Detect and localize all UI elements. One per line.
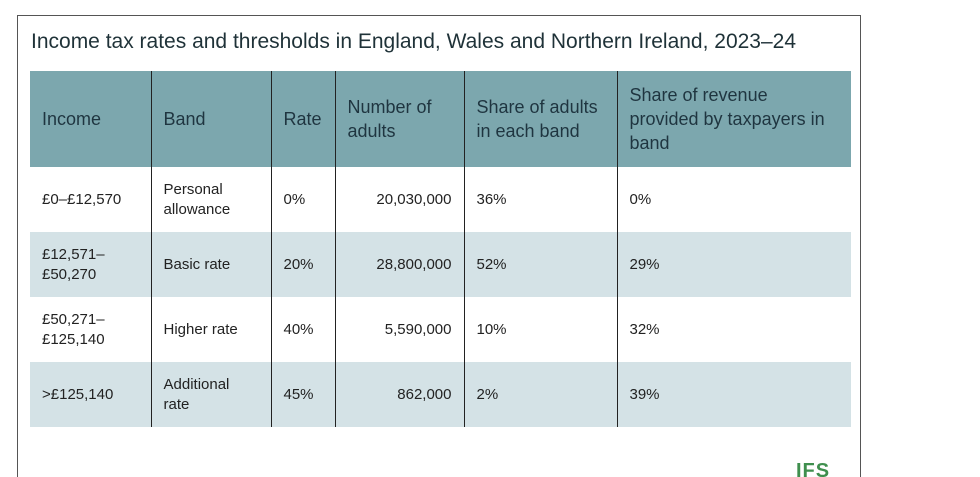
table-cell: Higher rate: [150, 297, 271, 362]
table-cell: 0%: [270, 167, 335, 232]
card: Income tax rates and thresholds in Engla…: [17, 15, 861, 477]
header-cell: Rate: [270, 71, 335, 167]
table-cell: >£125,140: [30, 362, 151, 427]
table-cell: 32%: [616, 297, 851, 362]
table-row: >£125,140 Additional rate 45% 862,000 2% 39%: [30, 362, 851, 427]
table-cell: 36%: [463, 167, 617, 232]
header-row: Income Band Rate Number of adults Share of a…: [30, 71, 851, 167]
table-cell: 5,590,000: [334, 297, 464, 362]
table-row: £12,571–£50,270 Basic rate 20% 28,800,000 52…: [30, 232, 851, 297]
header-cell: Band: [150, 71, 271, 167]
table-cell: 20,030,000: [334, 167, 464, 232]
table-cell: Personal allowance: [150, 167, 271, 232]
header-cell: Income: [30, 71, 151, 167]
table-cell: Basic rate: [150, 232, 271, 297]
table-cell: 45%: [270, 362, 335, 427]
table-cell: 0%: [616, 167, 851, 232]
table-cell: 28,800,000: [334, 232, 464, 297]
table-cell: 29%: [616, 232, 851, 297]
table-row: £0–£12,570 Personal allowance 0% 20,030,000…: [30, 167, 851, 232]
table-cell: £50,271–£125,140: [42, 310, 105, 348]
data-table: Income Band Rate Number of adults Share of a…: [30, 71, 851, 427]
table-cell: Additional rate: [150, 362, 271, 427]
header-cell: Share of adults in each band: [463, 71, 617, 167]
header-cell: Number of adults: [334, 71, 464, 167]
title: Income tax rates and thresholds in Engla…: [31, 30, 797, 53]
header-cell: Share of revenue provided by taxpayers i…: [616, 71, 851, 167]
table-body: £0–£12,570 Personal allowance 0% 20,030,000…: [30, 167, 851, 427]
table-row: £50,271–£125,140 Higher rate 40% 5,590,000 1…: [30, 297, 851, 362]
table-cell: 2%: [463, 362, 617, 427]
table-cell: 39%: [616, 362, 851, 427]
table-cell: 52%: [463, 232, 617, 297]
table-cell: £0–£12,570: [42, 190, 122, 208]
logo: IFS: [796, 460, 831, 477]
table-cell: 40%: [270, 297, 335, 362]
table-cell: £12,571–£50,270: [30, 232, 151, 297]
table-cell: 20%: [270, 232, 335, 297]
table-cell: 862,000: [334, 362, 464, 427]
table-cell: 10%: [463, 297, 617, 362]
